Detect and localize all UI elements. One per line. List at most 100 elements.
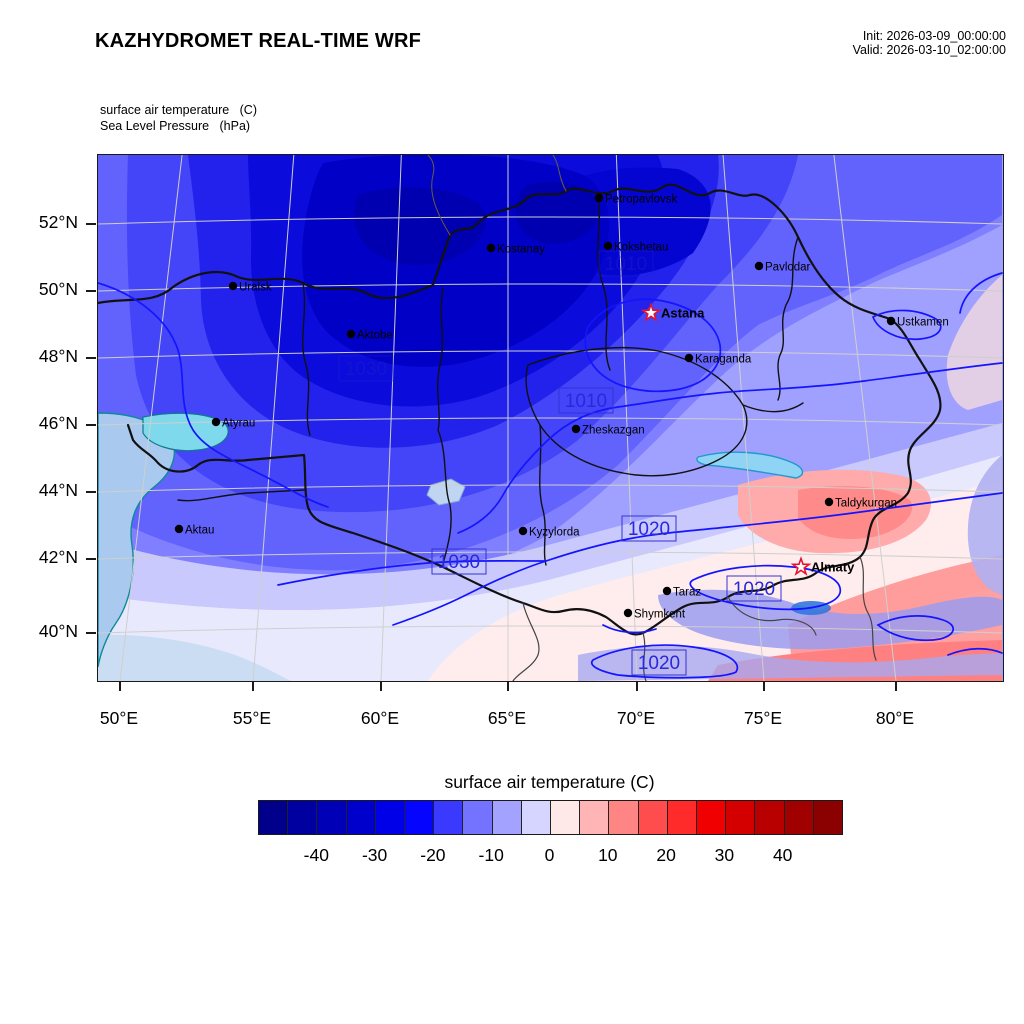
colorbar-cell [346, 801, 376, 834]
colorbar-cell [375, 801, 406, 834]
colorbar-cell [784, 801, 814, 834]
city-dot-icon [684, 353, 694, 363]
x-axis-label: 50°E [99, 708, 139, 728]
city-dot-icon [662, 586, 672, 596]
x-axis-tick [636, 682, 638, 691]
map-annotations: 1010 1030 1010 1020 1030 1020 1020 Petropavlovs… [174, 194, 949, 676]
colorbar-tick-label: -30 [361, 845, 388, 865]
city-marker-atyrau: Atyrau [211, 417, 255, 430]
city-label: Atyrau [222, 418, 255, 430]
field-subtitle: surface air temperature (C) Sea Level Pr… [100, 103, 257, 134]
x-axis-tick [507, 682, 509, 691]
star-icon [640, 302, 662, 322]
city-label: Almaty [811, 560, 855, 575]
x-axis-label: 55°E [232, 708, 272, 728]
city-marker-shymkent: Shymkent [623, 609, 686, 621]
colorbar-tick-label: 20 [656, 845, 676, 865]
colorbar-cell [492, 801, 522, 834]
city-marker-taldykurgan: Taldykurgan [824, 497, 897, 510]
svg-text:1020: 1020 [733, 579, 775, 600]
isobar-label: 1030 [431, 548, 487, 575]
colorbar-cell [288, 801, 318, 834]
city-dot-icon [486, 243, 496, 253]
isobar-contours [98, 272, 1003, 679]
city-dot-icon [824, 497, 834, 507]
colorbar-cell [521, 801, 552, 834]
city-dot-icon [518, 526, 528, 536]
isobar-label: 1030 [338, 355, 394, 382]
y-axis-label: 44°N [38, 480, 78, 500]
colorbar-cell [434, 801, 464, 834]
colorbar-tick-label: 30 [714, 845, 735, 865]
city-dot-icon [228, 281, 238, 291]
colorbar-cell [813, 801, 843, 834]
city-label: Kostanay [497, 244, 545, 256]
x-axis-tick [895, 682, 897, 691]
city-marker-pavlodar: Pavlodar [754, 261, 811, 274]
colorbar-cell [609, 801, 639, 834]
colorbar-cell [551, 801, 581, 834]
city-label: Aktau [185, 525, 214, 537]
city-label: Kokshetau [614, 242, 668, 254]
y-axis-tick [86, 491, 96, 493]
y-axis-tick [86, 632, 96, 634]
city-marker-kyzylorda: Kyzylorda [518, 526, 580, 539]
y-axis-tick [86, 558, 96, 560]
y-axis-tick [86, 290, 96, 292]
y-axis-label: 46°N [38, 413, 78, 433]
city-dot-icon [211, 417, 221, 427]
city-marker-karaganda: Karaganda [684, 353, 752, 366]
city-marker-astana: Astana [640, 302, 705, 322]
city-marker-aktobe: Aktobe [346, 330, 393, 342]
city-label: Taldykurgan [835, 498, 897, 510]
x-axis-label: 65°E [487, 708, 527, 728]
city-label: Astana [661, 306, 705, 321]
model-timestamps: Init: 2026-03-09_00:00:00 Valid: 2026-03… [853, 29, 1006, 58]
colorbar-cell [580, 801, 610, 834]
city-label: Uralsk [239, 282, 272, 294]
y-axis-label: 40°N [38, 621, 78, 641]
city-label: Kyzylorda [529, 527, 580, 539]
x-axis-label: 60°E [360, 708, 400, 728]
y-axis-label: 48°N [38, 346, 78, 366]
x-axis-tick [763, 682, 765, 691]
colorbar-tick-label: 10 [598, 845, 618, 865]
colorbar [258, 800, 843, 835]
city-label: Petropavlovsk [605, 194, 677, 206]
page-title: KAZHYDROMET REAL-TIME WRF [95, 30, 422, 52]
y-axis-label: 50°N [38, 279, 78, 299]
city-marker-kostanay: Kostanay [486, 243, 545, 256]
x-axis-tick [252, 682, 254, 691]
city-dot-icon [174, 524, 184, 534]
colorbar-cell [638, 801, 668, 834]
city-dot-icon [754, 261, 764, 271]
svg-text:1030: 1030 [438, 552, 480, 573]
y-axis-tick [86, 424, 96, 426]
colorbar-tick-label: -10 [478, 845, 504, 865]
city-marker-kokshetau: Kokshetau [603, 242, 668, 254]
x-axis-label: 75°E [743, 708, 783, 728]
isobar-label: 1020 [631, 649, 687, 676]
x-axis-tick [119, 682, 121, 691]
colorbar-cell [405, 801, 435, 834]
city-marker-petropavlovsk: Petropavlovsk [594, 194, 677, 206]
city-marker-ustkamen: Ustkamen [886, 316, 949, 329]
isobar-label: 1020 [726, 575, 782, 602]
svg-text:1020: 1020 [628, 519, 670, 540]
star-icon [790, 556, 812, 576]
colorbar-tick-labels: -40 -30 -20 -10 0 10 20 30 40 [258, 845, 841, 869]
colorbar-cell [726, 801, 756, 834]
colorbar-cell [463, 801, 493, 834]
y-axis-label: 52°N [38, 212, 78, 232]
init-time: Init: 2026-03-09_00:00:00 [862, 29, 1006, 43]
x-axis-label: 70°E [616, 708, 656, 728]
colorbar-cell [317, 801, 347, 834]
city-label: Ustkamen [897, 317, 949, 329]
subtitle-pressure: Sea Level Pressure (hPa) [100, 118, 251, 133]
valid-time: Valid: 2026-03-10_02:00:00 [852, 43, 1006, 58]
colorbar-tick-label: -20 [420, 845, 446, 865]
city-dot-icon [886, 316, 896, 326]
city-marker-almaty: Almaty [790, 556, 855, 576]
subtitle-temperature: surface air temperature (C) [100, 103, 257, 117]
temperature-field-map: 1010 1030 1010 1020 1030 1020 1020 Petropavlovs… [98, 155, 1003, 681]
